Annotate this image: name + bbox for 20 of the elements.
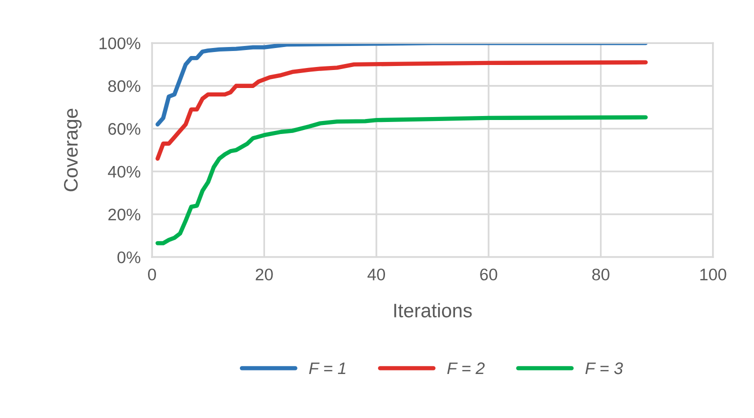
y-tick-label: 40%: [108, 166, 140, 178]
y-tick-label: 60%: [108, 123, 140, 135]
legend-label: F = 2: [447, 362, 485, 374]
x-tick-label: 40: [368, 268, 386, 280]
y-tick-label: 100%: [100, 37, 140, 50]
x-tick-label: 0: [148, 268, 156, 280]
x-tick-label: 80: [592, 268, 610, 280]
x-axis-title: Iterations: [394, 303, 472, 318]
x-tick-label: 20: [256, 268, 273, 280]
y-axis-title: Coverage: [64, 108, 82, 192]
legend-label: F = 3: [585, 362, 623, 374]
line-series: [156, 115, 648, 246]
line-series: [156, 43, 648, 126]
y-tick-label: 80%: [108, 80, 140, 92]
legend-label: F = 1: [309, 362, 346, 374]
x-tick-label: 100: [700, 268, 726, 280]
y-tick-label: 0%: [117, 251, 140, 264]
line-series: [156, 60, 648, 161]
x-tick-label: 60: [480, 268, 498, 280]
y-tick-label: 20%: [108, 208, 140, 220]
